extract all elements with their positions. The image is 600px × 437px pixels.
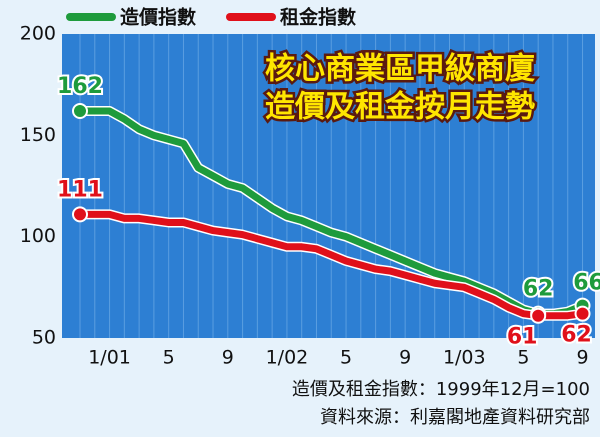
data-label: 111 [57, 177, 103, 202]
y-tick-label: 100 [20, 225, 56, 247]
legend-label: 租金指數 [280, 6, 356, 29]
x-tick-label: 5 [163, 347, 175, 369]
x-tick-label: 9 [576, 347, 588, 369]
data-label: 162 [57, 74, 103, 99]
note: 資料來源：利嘉閣地產資料研究部 [320, 407, 590, 428]
x-tick-label: 5 [517, 347, 529, 369]
y-tick-label: 150 [20, 124, 56, 146]
line [80, 107, 584, 318]
legend-label: 造價指數 [120, 6, 196, 29]
y-tick-label: 200 [20, 23, 56, 45]
data-label: 62 [523, 277, 554, 302]
x-tick-label: 5 [340, 347, 352, 369]
plot-area [62, 34, 595, 338]
chart-title: 造價及租金按月走勢 [265, 90, 535, 125]
note: 造價及租金指數：1999年12月=100 [292, 379, 590, 400]
y-tick-label: 50 [32, 327, 56, 349]
point [72, 206, 88, 223]
data-label: 61 [507, 325, 538, 350]
x-tick-label: 9 [222, 347, 234, 369]
point [574, 305, 591, 322]
data-label: 66 [573, 271, 600, 296]
x-tick-label: 1/03 [443, 347, 486, 369]
point [530, 307, 547, 324]
x-tick-label: 1/02 [266, 347, 309, 369]
line [80, 210, 583, 320]
chart-title: 核心商業區甲級商廈 [265, 52, 535, 87]
x-tick-label: 9 [399, 347, 411, 369]
x-tick-label: 1/01 [88, 347, 131, 369]
data-label: 62 [561, 323, 592, 348]
point [72, 103, 88, 120]
